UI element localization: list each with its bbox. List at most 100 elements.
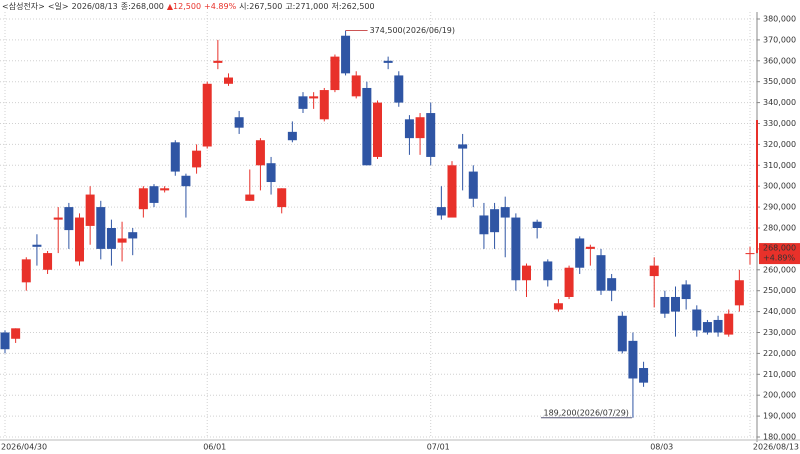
- candle-body: [298, 96, 308, 109]
- candle-body: [564, 267, 574, 297]
- candle-body: [394, 75, 404, 103]
- candle-body: [383, 60, 393, 63]
- y-tick-label: 230,000: [763, 328, 796, 337]
- x-tick-label: 2026/04/30: [1, 443, 47, 452]
- candle-body: [628, 340, 638, 379]
- header-field: 종:268,000: [121, 2, 164, 11]
- candle-body: [522, 265, 531, 281]
- y-tick-label: 260,000: [763, 265, 796, 274]
- candle-body: [692, 309, 702, 331]
- candle-body: [713, 319, 723, 333]
- x-tick-label: 07/01: [427, 443, 450, 452]
- candle-body: [702, 322, 712, 333]
- candle-body: [681, 284, 691, 300]
- candle-body: [724, 313, 734, 335]
- candle-body: [660, 296, 670, 314]
- header-field: <삼성전자>: [2, 1, 45, 11]
- candle-body: [53, 217, 63, 220]
- y-tick-label: 200,000: [763, 391, 796, 400]
- y-tick-label: 350,000: [763, 77, 796, 86]
- candle-body: [553, 303, 563, 310]
- candle-body: [415, 117, 425, 139]
- candle-body: [426, 113, 436, 157]
- candle-body: [490, 209, 500, 233]
- candle-body: [309, 96, 319, 99]
- candle-body: [351, 75, 361, 97]
- candle-body: [245, 194, 255, 201]
- candle-body: [32, 244, 42, 247]
- candle-body: [266, 163, 276, 183]
- candle-body: [192, 150, 202, 168]
- y-tick-label: 330,000: [763, 119, 796, 128]
- candle-body: [64, 207, 74, 231]
- y-tick-label: 210,000: [763, 370, 796, 379]
- candle-body: [0, 332, 10, 350]
- candle-body: [543, 261, 553, 281]
- y-tick-label: 180,000: [763, 433, 796, 442]
- candle-body: [330, 56, 340, 91]
- candle-body: [639, 368, 649, 383]
- header-field: 저:262,500: [331, 2, 374, 11]
- y-tick-label: 360,000: [763, 56, 796, 65]
- header: <삼성전자> <일> 2026/08/13 종:268,000 ▲12,500 +4.89…: [2, 1, 375, 11]
- candle-body: [479, 215, 489, 235]
- candle-body: [213, 60, 223, 63]
- y-tick-label: 380,000: [763, 15, 796, 24]
- candle-body: [128, 232, 138, 239]
- x-tick-label: 2026/08/13: [753, 443, 799, 452]
- candle-body: [21, 259, 31, 283]
- y-tick-label: 370,000: [763, 35, 796, 44]
- candle-body: [255, 140, 265, 166]
- y-tick-label: 310,000: [763, 161, 796, 170]
- y-tick-label: 250,000: [763, 286, 796, 295]
- candle-body: [373, 102, 382, 157]
- candle-body: [149, 186, 159, 203]
- candle-body: [234, 117, 244, 128]
- annotation: 374,500(2026/06/19): [370, 26, 455, 35]
- candle-body: [500, 207, 510, 218]
- price-box: [759, 243, 800, 265]
- candle-body: [117, 238, 127, 243]
- candle-body: [362, 87, 372, 166]
- y-tick-label: 280,000: [763, 224, 796, 233]
- candle-body: [447, 165, 457, 218]
- y-tick-label: 240,000: [763, 307, 796, 316]
- header-field: <일>: [48, 2, 69, 11]
- price-label: 268,000: [763, 244, 796, 253]
- candle-body: [11, 328, 21, 339]
- candle-body: [341, 35, 351, 74]
- candle-body: [596, 255, 606, 291]
- candle-body: [85, 194, 95, 226]
- header-field: +4.89%: [204, 2, 237, 11]
- candle-body: [585, 246, 595, 249]
- y-tick-label: 320,000: [763, 140, 796, 149]
- y-tick-label: 190,000: [763, 412, 796, 421]
- candle-body: [607, 278, 617, 291]
- candle-body: [468, 171, 478, 199]
- candle-body: [511, 217, 521, 281]
- header-field: 시:267,500: [239, 2, 282, 11]
- y-tick-label: 290,000: [763, 203, 796, 212]
- candle-body: [277, 188, 287, 208]
- candle-body: [106, 228, 116, 249]
- header-field: 2026/08/13: [72, 2, 118, 11]
- candle-body: [181, 175, 191, 187]
- candle-body: [458, 144, 468, 149]
- candle-body: [43, 253, 53, 270]
- candle-body: [575, 238, 585, 268]
- header-field: 고:271,000: [285, 2, 328, 11]
- x-tick-label: 08/03: [650, 443, 673, 452]
- candle-body: [671, 296, 680, 312]
- candle-body: [745, 253, 755, 255]
- y-tick-label: 220,000: [763, 349, 796, 358]
- candle-body: [532, 221, 542, 228]
- candle-body: [734, 280, 744, 306]
- header-field: ▲12,500: [167, 2, 201, 11]
- candle-body: [160, 188, 170, 191]
- candle-body: [617, 315, 627, 352]
- y-tick-label: 340,000: [763, 98, 796, 107]
- annotation: 189,200(2026/07/29): [543, 408, 628, 417]
- candle-body: [170, 142, 180, 172]
